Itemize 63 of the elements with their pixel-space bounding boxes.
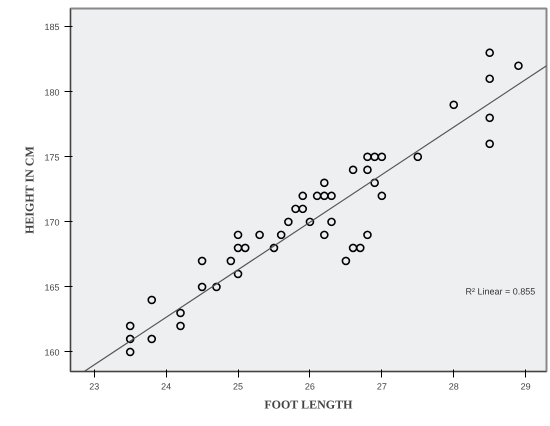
y-axis-title: HEIGHT IN CM	[22, 146, 36, 234]
point	[413, 152, 422, 162]
point	[312, 192, 322, 200]
point	[449, 100, 458, 110]
x-axis-title: FOOT LENGTH	[264, 398, 354, 412]
annotation: R² Linear = 0.855	[466, 286, 536, 296]
point	[176, 308, 185, 318]
point	[485, 140, 494, 148]
x-tick-label: 28	[448, 382, 459, 392]
point	[212, 282, 221, 292]
point	[226, 256, 236, 266]
point	[363, 152, 372, 162]
point	[363, 166, 372, 174]
point	[327, 192, 336, 200]
point	[363, 230, 372, 240]
x-tick-label: 27	[376, 382, 387, 392]
point	[485, 48, 494, 58]
point	[147, 334, 156, 344]
y-tick-label: 185	[44, 22, 60, 32]
point	[378, 152, 386, 162]
point	[327, 218, 336, 226]
point	[514, 61, 523, 70]
point	[147, 296, 156, 304]
point	[255, 230, 264, 240]
point	[276, 230, 286, 240]
x-tick-label: 29	[520, 382, 531, 392]
point	[126, 322, 134, 330]
point	[342, 256, 350, 266]
y-tick-label: 180	[44, 87, 60, 98]
point	[198, 256, 206, 266]
point	[348, 166, 358, 174]
x-tick-label: 23	[89, 382, 100, 392]
point	[370, 178, 379, 188]
point	[198, 282, 206, 292]
point	[298, 192, 308, 200]
point	[370, 152, 379, 162]
point	[306, 218, 314, 226]
x-tick-label: 24	[161, 382, 172, 392]
point	[348, 244, 358, 252]
point	[291, 204, 300, 214]
point	[176, 322, 185, 330]
point	[234, 244, 242, 252]
point	[240, 244, 250, 252]
point	[320, 192, 329, 200]
point	[270, 244, 278, 252]
point	[356, 244, 365, 252]
point	[126, 334, 134, 344]
point	[298, 204, 308, 214]
y-tick-label: 175	[44, 152, 60, 162]
point	[378, 192, 386, 200]
x-tick-label: 26	[304, 382, 315, 392]
y-tick-label: 160	[44, 347, 60, 358]
y-tick-label: 165	[44, 282, 60, 292]
point	[320, 230, 329, 240]
y-tick-label: 170	[44, 217, 60, 228]
point	[485, 113, 494, 122]
x-tick-label: 25	[233, 382, 244, 392]
point	[126, 348, 134, 356]
point	[485, 74, 494, 84]
point	[234, 230, 242, 240]
point	[320, 178, 329, 188]
point	[284, 218, 293, 226]
point	[234, 270, 242, 278]
